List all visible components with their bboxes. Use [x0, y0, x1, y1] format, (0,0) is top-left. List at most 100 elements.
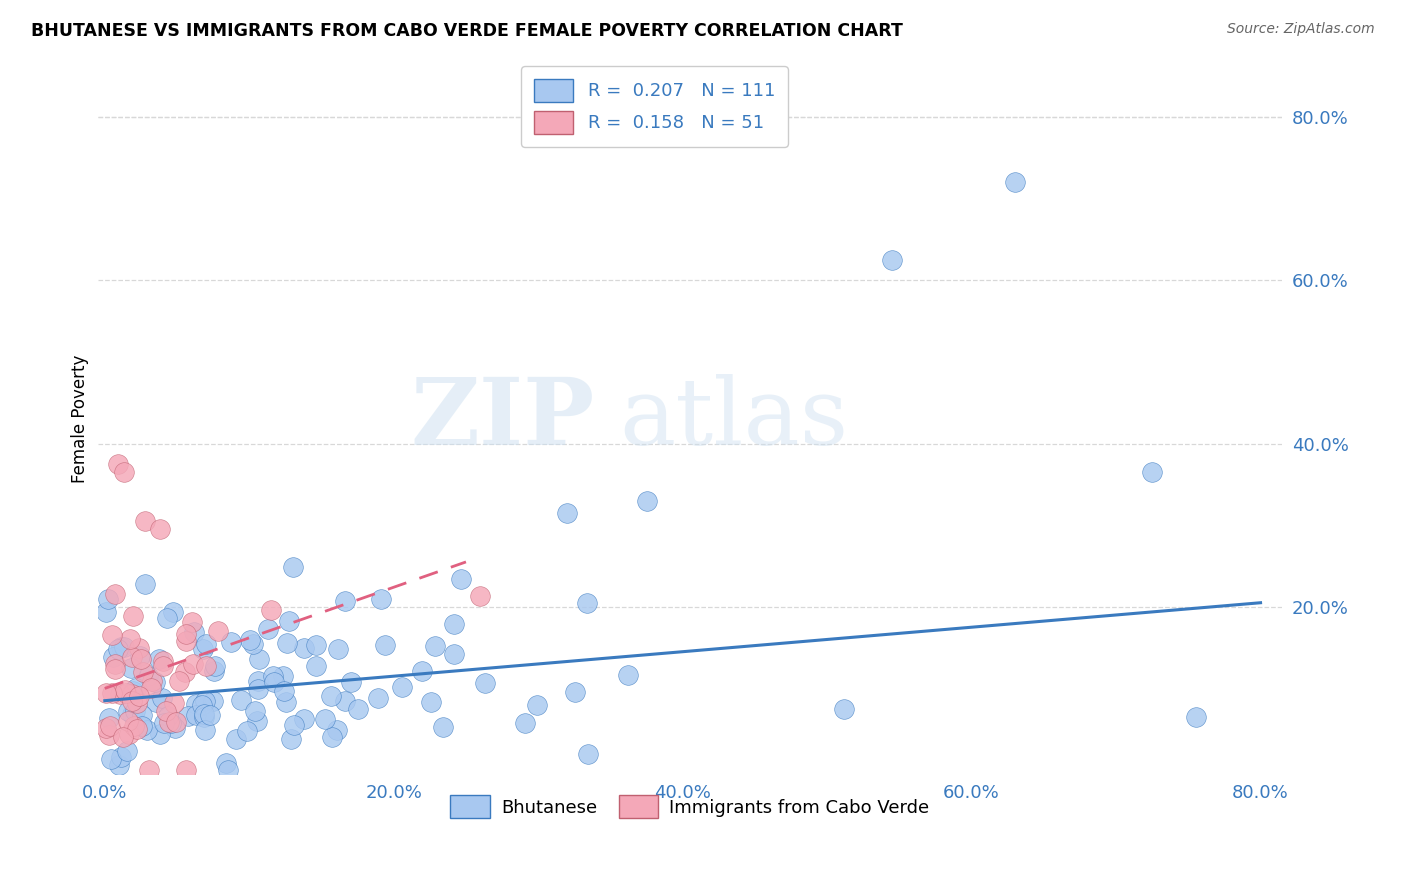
Point: [98, 719, 121, 733]
Point: [128, 689, 150, 703]
Point: [193, 710, 215, 724]
Point: [101, 627, 124, 641]
Point: [367, 691, 389, 706]
Point: [443, 616, 465, 631]
Point: [263, 674, 285, 689]
Point: [120, 632, 142, 647]
Point: [117, 704, 139, 718]
Point: [97, 728, 120, 742]
Point: [131, 707, 153, 722]
Point: [617, 668, 640, 682]
Point: [202, 664, 225, 678]
Point: [219, 635, 242, 649]
Point: [391, 681, 413, 695]
Point: [423, 639, 446, 653]
Point: [156, 709, 179, 723]
Point: [118, 727, 141, 741]
Point: [195, 637, 218, 651]
Point: [153, 716, 176, 731]
Point: [193, 706, 215, 721]
Point: [333, 594, 356, 608]
Point: [107, 457, 129, 471]
Point: [294, 640, 316, 655]
Point: [576, 747, 599, 761]
Point: [132, 665, 155, 679]
Point: [474, 675, 496, 690]
Point: [162, 605, 184, 619]
Point: [115, 686, 138, 700]
Point: [97, 592, 120, 607]
Point: [450, 572, 472, 586]
Point: [104, 657, 127, 671]
Point: [121, 694, 143, 708]
Point: [167, 673, 190, 688]
Point: [278, 614, 301, 628]
Point: [246, 714, 269, 729]
Point: [319, 690, 342, 704]
Point: [274, 695, 297, 709]
Point: [326, 642, 349, 657]
Point: [1184, 710, 1206, 724]
Point: [148, 651, 170, 665]
Point: [470, 589, 492, 603]
Point: [262, 669, 284, 683]
Point: [122, 719, 145, 733]
Point: [239, 632, 262, 647]
Point: [121, 687, 143, 701]
Point: [195, 659, 218, 673]
Point: [273, 684, 295, 698]
Point: [246, 681, 269, 696]
Point: [174, 665, 197, 679]
Point: [198, 708, 221, 723]
Point: [155, 704, 177, 718]
Point: [160, 716, 183, 731]
Point: [108, 758, 131, 772]
Point: [104, 587, 127, 601]
Point: [1140, 465, 1163, 479]
Point: [165, 714, 187, 729]
Point: [107, 642, 129, 657]
Point: [148, 727, 170, 741]
Point: [526, 698, 548, 712]
Point: [124, 704, 146, 718]
Point: [141, 673, 163, 688]
Text: Source: ZipAtlas.com: Source: ZipAtlas.com: [1227, 22, 1375, 37]
Point: [120, 660, 142, 674]
Point: [217, 763, 239, 777]
Point: [225, 731, 247, 746]
Point: [555, 506, 578, 520]
Point: [276, 636, 298, 650]
Point: [246, 674, 269, 689]
Point: [96, 605, 118, 619]
Point: [411, 664, 433, 678]
Point: [110, 749, 132, 764]
Point: [97, 711, 120, 725]
Point: [882, 252, 904, 267]
Point: [184, 707, 207, 722]
Point: [191, 642, 214, 657]
Text: atlas: atlas: [619, 374, 848, 464]
Point: [257, 622, 280, 636]
Point: [122, 684, 145, 698]
Point: [576, 596, 599, 610]
Point: [333, 694, 356, 708]
Point: [152, 654, 174, 668]
Point: [1004, 175, 1026, 189]
Point: [125, 696, 148, 710]
Point: [370, 591, 392, 606]
Point: [174, 634, 197, 648]
Text: BHUTANESE VS IMMIGRANTS FROM CABO VERDE FEMALE POVERTY CORRELATION CHART: BHUTANESE VS IMMIGRANTS FROM CABO VERDE …: [31, 22, 903, 40]
Point: [121, 609, 143, 624]
Point: [374, 638, 396, 652]
Point: [138, 763, 160, 777]
Point: [134, 577, 156, 591]
Point: [101, 686, 124, 700]
Point: [292, 712, 315, 726]
Point: [204, 658, 226, 673]
Point: [143, 675, 166, 690]
Point: [184, 697, 207, 711]
Point: [114, 682, 136, 697]
Point: [101, 649, 124, 664]
Point: [314, 712, 336, 726]
Point: [149, 522, 172, 536]
